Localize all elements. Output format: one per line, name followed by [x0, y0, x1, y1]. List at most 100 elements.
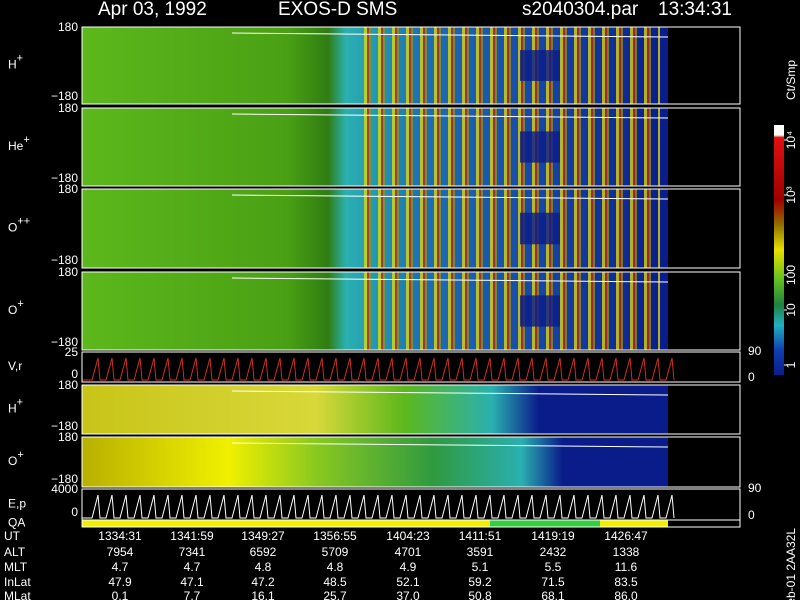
cell: 7341 [179, 545, 206, 559]
cell: 2432 [540, 545, 567, 559]
date: Apr 03, 1992 [98, 0, 207, 20]
panel-label: O+ [8, 298, 24, 317]
cell: 4701 [395, 545, 422, 559]
panel-label: O+ [8, 449, 24, 468]
cell: 4.7 [112, 560, 129, 574]
colorbar-tick: 10 [784, 303, 798, 317]
panel-frame [81, 271, 741, 351]
cell: 86.0 [614, 589, 638, 600]
spectrogram-dark [520, 212, 560, 245]
panel-frame [81, 519, 741, 528]
colorbar-tick: 10³ [784, 186, 798, 203]
axis-right-bottom: 0 [748, 370, 755, 384]
label-sup: + [17, 396, 23, 408]
axis-top: 25 [65, 345, 79, 359]
cell: 47.1 [180, 575, 204, 589]
row-label: ALT [4, 545, 26, 559]
footer: Feb-01 2AA32L [784, 528, 798, 600]
cell: 11.6 [615, 560, 638, 574]
trace [231, 194, 669, 200]
spectrogram [82, 385, 668, 434]
spectrogram-dark [520, 131, 560, 163]
axis-right-top: 90 [748, 344, 762, 358]
panel-label: QA [8, 516, 25, 530]
file: s2040304.par [522, 0, 639, 20]
axis-top: 180 [58, 430, 78, 444]
axis-top: 4000 [51, 482, 78, 496]
label-text: O [8, 221, 17, 235]
colorbar [774, 125, 784, 375]
cell: 1411:51 [459, 529, 502, 543]
cell: 5.5 [545, 560, 562, 574]
colorbar-tick: 1 [784, 361, 798, 368]
line-trace [82, 357, 675, 381]
axis-bottom: 0 [71, 367, 78, 381]
label-sup: + [17, 298, 23, 310]
cell: 1404:23 [386, 529, 430, 543]
cell: 37.0 [396, 589, 420, 600]
trace [231, 277, 669, 283]
axis-top: 180 [58, 20, 78, 34]
cell: 1349:27 [241, 529, 285, 543]
qa-good [490, 520, 600, 527]
axis-top: 180 [58, 265, 78, 279]
panel-frame [81, 26, 741, 105]
cell: 16.1 [251, 589, 275, 600]
axis-bottom: −180 [51, 171, 78, 185]
cell: 4.7 [184, 560, 201, 574]
axis-bottom: −180 [51, 253, 78, 267]
panel-label: H+ [8, 396, 23, 415]
label-sup: + [17, 52, 23, 64]
panel-frame [81, 384, 741, 435]
cell: 1334:31 [98, 529, 142, 543]
cell: 1341:59 [170, 529, 214, 543]
spectrogram [82, 437, 668, 487]
cell: 5.1 [472, 560, 489, 574]
cell: 50.8 [468, 589, 492, 600]
cell: 1356:55 [313, 529, 357, 543]
spectrogram-stripes [360, 108, 660, 186]
axis-bottom: −180 [51, 419, 78, 433]
label-sup: + [17, 449, 23, 461]
label-text: O [8, 303, 17, 317]
cell: 25.7 [323, 589, 347, 600]
cell: 47.2 [251, 575, 275, 589]
axis-top: 180 [58, 378, 78, 392]
axis-right-bottom: 0 [748, 508, 755, 522]
panel-label: H+ [8, 52, 23, 71]
axis-top: 180 [58, 101, 78, 115]
axis-right-top: 90 [748, 481, 762, 495]
label-text: V,r [8, 359, 22, 373]
instrument: EXOS-D SMS [278, 0, 397, 20]
colorbar-title: Ct/Smp [784, 60, 798, 100]
cell: 68.1 [541, 589, 565, 600]
label-text: H [8, 58, 17, 72]
spectrogram-stripes [360, 27, 660, 104]
cell: 7.7 [184, 589, 201, 600]
cell: 1426:47 [604, 529, 648, 543]
label-sup: ++ [17, 215, 30, 227]
cell: 4.9 [400, 560, 417, 574]
panel-frame [81, 436, 741, 488]
cell: 47.9 [108, 575, 132, 589]
label-text: He [8, 139, 24, 153]
trace [231, 32, 669, 38]
cell: 6592 [250, 545, 277, 559]
trace [231, 442, 669, 448]
cell: 1419:19 [531, 529, 575, 543]
line-trace [82, 494, 675, 519]
trace [231, 390, 669, 396]
label-text: QA [8, 516, 25, 530]
label-text: H [8, 402, 17, 416]
panel-label: O++ [8, 215, 30, 234]
axis-bottom: −180 [51, 89, 78, 103]
panel-frame [81, 107, 741, 187]
cell: 3591 [467, 545, 494, 559]
colorbar-tick: 100 [784, 265, 798, 285]
cell: 83.5 [614, 575, 638, 589]
cell: 1338 [613, 545, 640, 559]
panel-frame [81, 351, 741, 383]
spectrogram-dark [520, 50, 560, 81]
row-label: InLat [4, 575, 31, 589]
axis-bottom: −180 [51, 472, 78, 486]
